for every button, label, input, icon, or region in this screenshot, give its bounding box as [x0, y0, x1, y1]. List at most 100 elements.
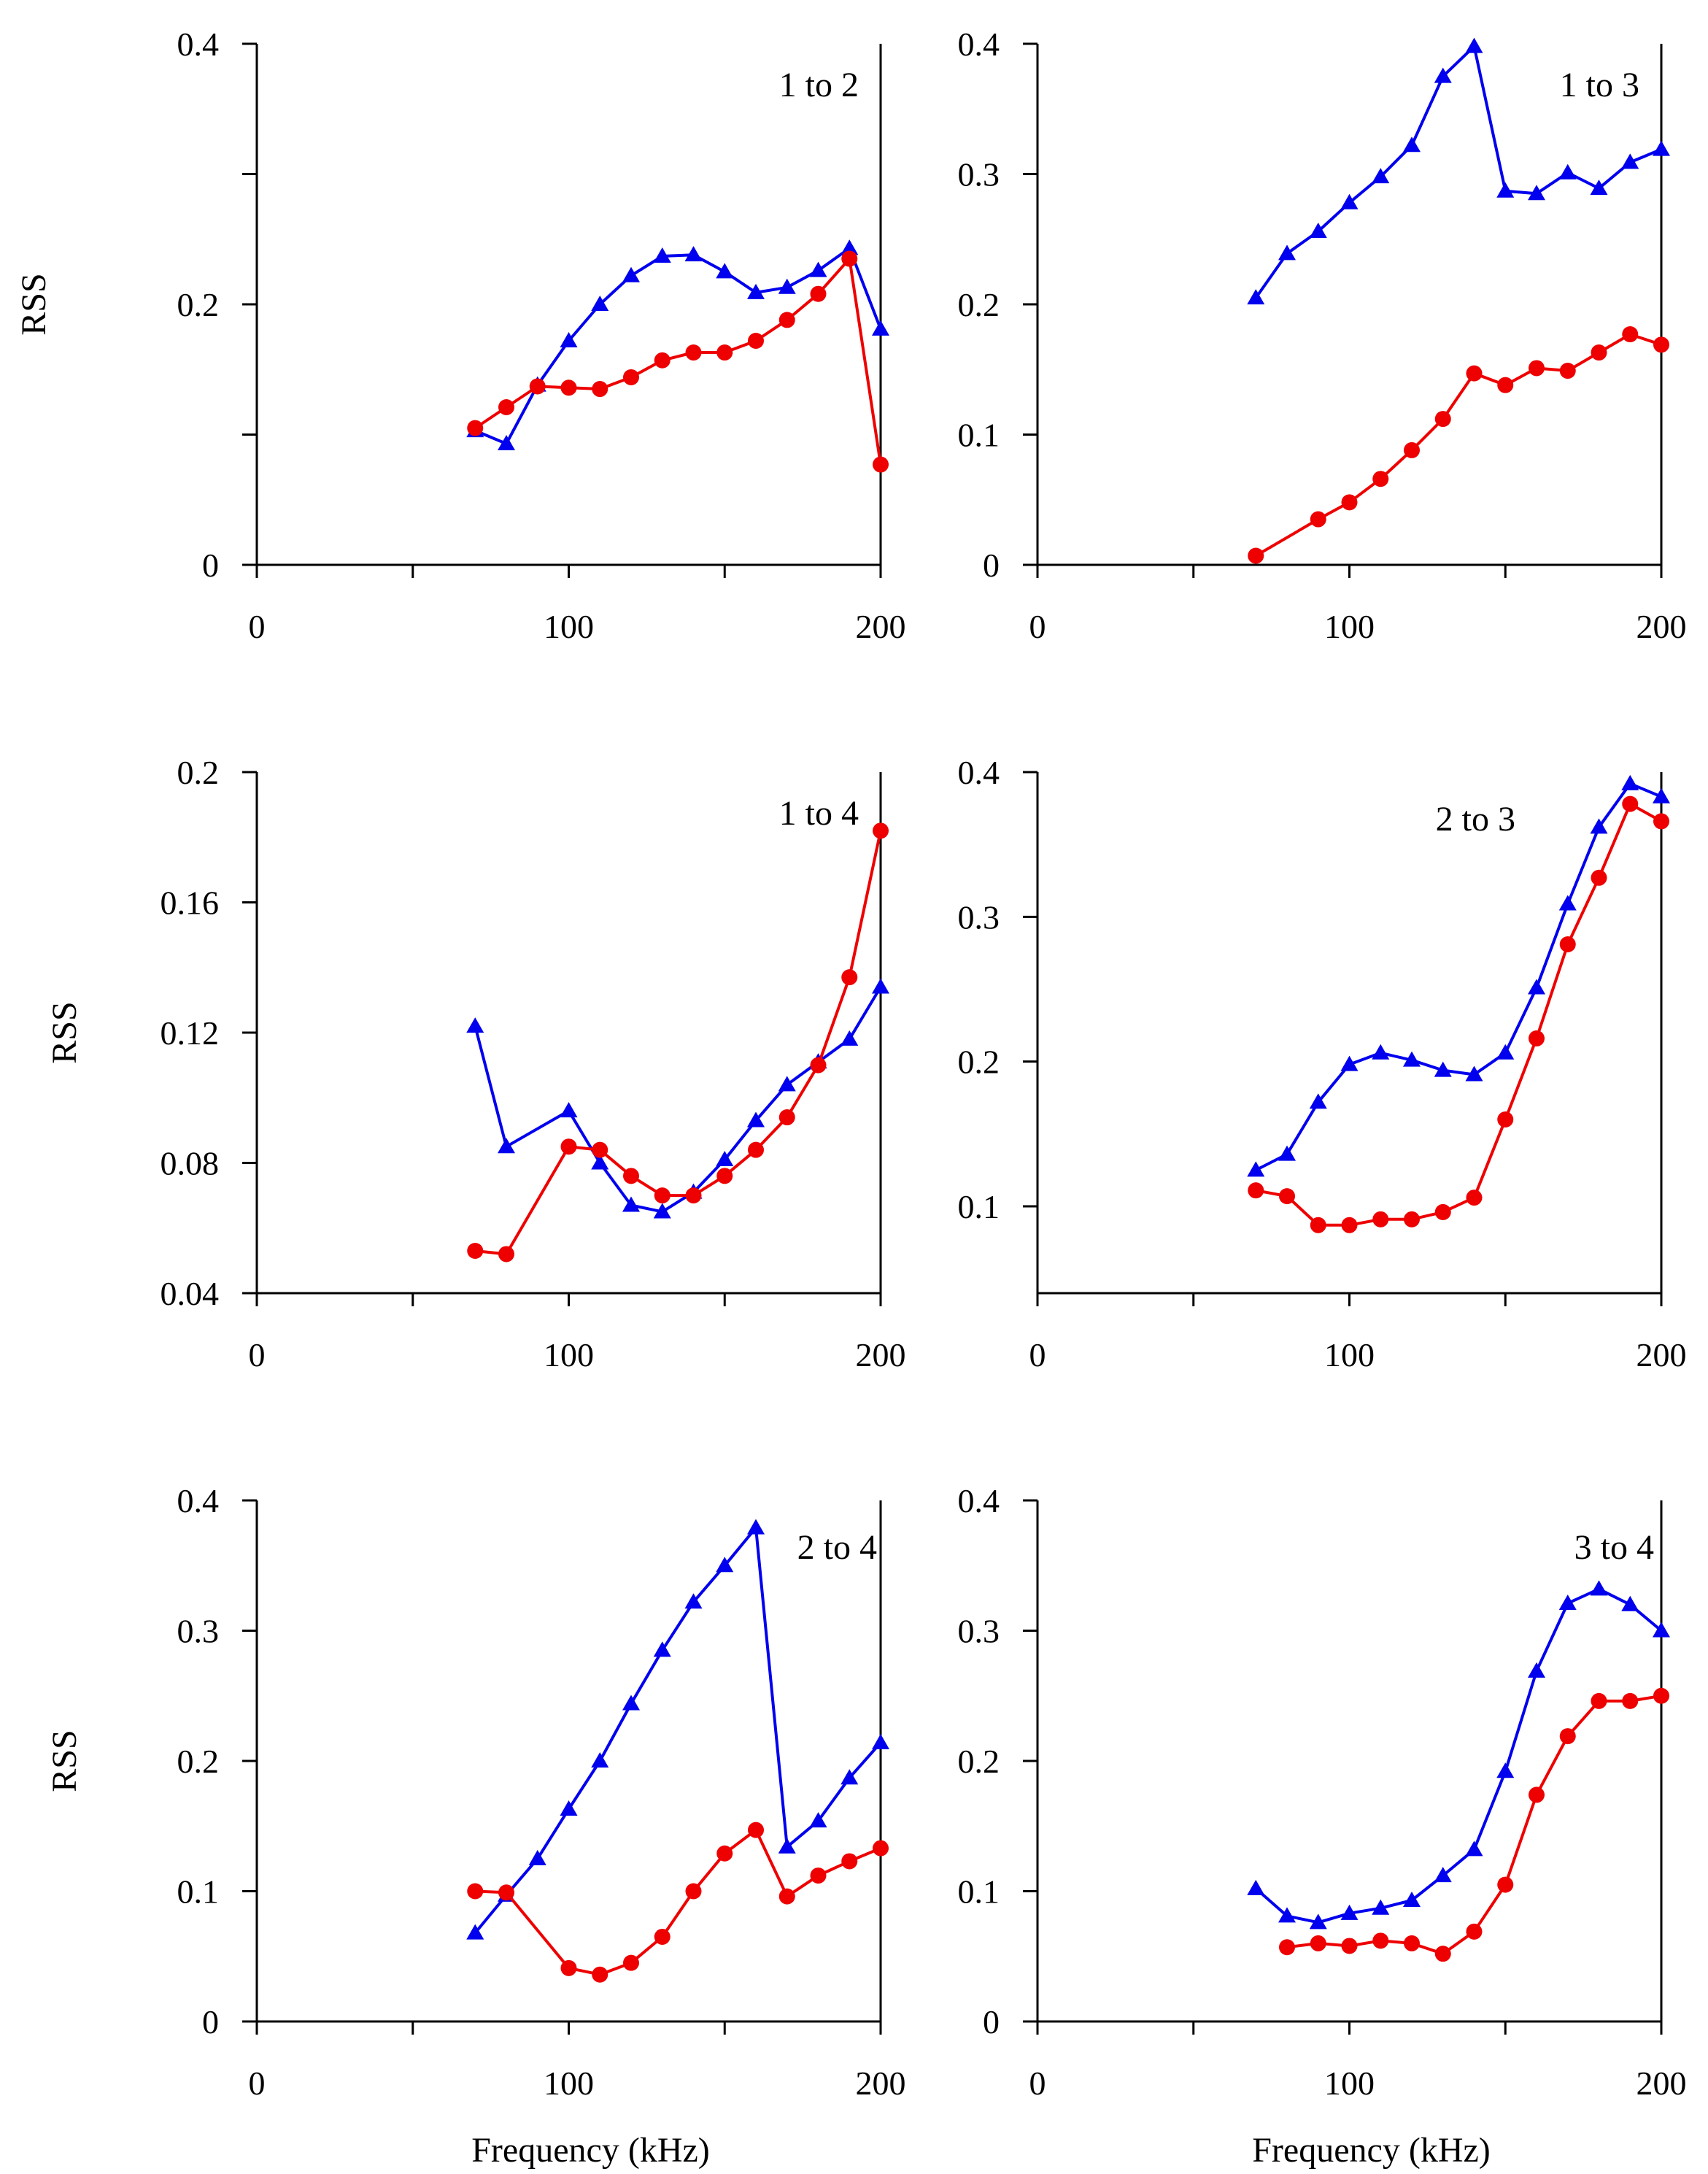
data-point-circle	[1622, 1692, 1639, 1709]
data-point-triangle	[591, 296, 609, 311]
data-point-triangle	[591, 1752, 609, 1768]
data-point-circle	[592, 381, 608, 398]
data-point-triangle	[653, 1641, 671, 1657]
data-point-circle	[592, 1141, 608, 1158]
x-tick-label: 100	[544, 2065, 594, 2102]
data-point-triangle	[1590, 180, 1608, 196]
data-point-triangle	[1465, 1840, 1483, 1857]
series-line-circle	[475, 830, 882, 1256]
data-point-triangle	[653, 1203, 671, 1219]
data-point-triangle	[1278, 1145, 1296, 1161]
data-point-triangle	[1465, 1065, 1483, 1082]
data-point-triangle	[622, 1196, 640, 1212]
data-point-triangle	[1309, 223, 1327, 239]
series-line-circle	[1255, 802, 1662, 1227]
data-point-circle	[1653, 813, 1669, 830]
x-tick-label: 0	[1029, 608, 1046, 645]
data-point-triangle	[778, 278, 796, 294]
data-point-triangle	[1558, 163, 1577, 180]
data-point-triangle	[560, 331, 578, 347]
data-point-circle	[810, 1057, 827, 1073]
data-point-circle	[873, 456, 889, 473]
data-point-triangle	[653, 247, 671, 263]
data-point-circle	[623, 369, 639, 385]
y-tick-label: 0.2	[177, 1743, 220, 1780]
series-line-triangle	[1254, 1587, 1663, 1924]
y-tick-label: 0.16	[161, 884, 220, 922]
data-point-triangle	[466, 1924, 484, 1940]
panel-label: 1 to 4	[779, 794, 859, 833]
y-tick-label: 0.1	[958, 1188, 1000, 1225]
data-point-circle	[1310, 511, 1326, 528]
y-tick-label: 0.3	[958, 1613, 1000, 1650]
chart-panel: 0 100 200 0 0.1 0.2 0.3 0.4 1 to 3	[958, 26, 1687, 645]
data-point-circle	[1404, 442, 1420, 458]
y-tick-label: 0.4	[958, 1482, 1000, 1519]
data-point-circle	[1497, 377, 1514, 393]
data-point-triangle	[1309, 1913, 1327, 1930]
y-tick-label: 0	[202, 2003, 219, 2040]
data-point-circle	[654, 1928, 671, 1945]
data-point-circle	[685, 1883, 702, 1900]
panel-label: 1 to 2	[779, 66, 859, 104]
data-point-circle	[841, 1853, 858, 1870]
data-point-circle	[841, 969, 858, 986]
y-axis-title: RSS	[15, 273, 53, 335]
y-tick-label: 0.4	[958, 754, 1000, 791]
data-point-circle	[748, 1822, 764, 1838]
data-point-triangle	[684, 246, 703, 262]
y-tick-label: 0	[983, 2003, 1000, 2040]
data-point-triangle	[1528, 979, 1545, 995]
data-point-circle	[1372, 1932, 1389, 1949]
y-tick-label: 0.3	[958, 898, 1000, 936]
data-point-triangle	[1403, 1051, 1421, 1067]
x-tick-label: 100	[544, 1336, 594, 1373]
data-point-circle	[778, 1109, 795, 1126]
data-point-circle	[873, 1840, 889, 1857]
series-line-triangle	[474, 986, 882, 1214]
y-tick-label: 0	[202, 547, 219, 584]
data-point-circle	[1341, 494, 1358, 511]
data-point-triangle	[778, 1076, 796, 1092]
data-point-circle	[1497, 1111, 1514, 1128]
x-tick-label: 0	[1029, 2065, 1046, 2102]
data-point-circle	[1310, 1217, 1326, 1233]
x-tick-label: 200	[856, 608, 906, 645]
y-tick-label: 0.4	[958, 26, 1000, 63]
data-point-triangle	[1278, 1907, 1296, 1923]
data-point-circle	[716, 1845, 733, 1862]
data-point-triangle	[1590, 818, 1608, 834]
chart-panel: 0 100 200 0 0.1 0.2 0.3 0.4 Frequency (kHz) 3 to …	[958, 1482, 1687, 2170]
series-line-triangle	[1255, 782, 1662, 1172]
data-point-triangle	[1621, 153, 1639, 169]
data-point-triangle	[716, 1557, 734, 1573]
data-point-triangle	[1340, 1904, 1359, 1920]
data-point-triangle	[622, 1695, 640, 1711]
data-point-triangle	[747, 1519, 765, 1535]
data-point-triangle	[591, 1154, 609, 1170]
y-tick-label: 0.4	[177, 26, 220, 63]
data-point-circle	[716, 344, 733, 361]
x-tick-label: 200	[856, 2065, 906, 2102]
data-point-circle	[1279, 1939, 1295, 1956]
x-tick-label: 100	[1324, 1336, 1375, 1373]
data-point-circle	[1434, 1946, 1451, 1962]
data-point-circle	[748, 332, 764, 349]
data-point-triangle	[528, 1849, 546, 1865]
data-point-circle	[1497, 1876, 1514, 1893]
data-point-triangle	[560, 1102, 578, 1118]
data-point-circle	[623, 1954, 639, 1971]
data-point-circle	[498, 1884, 514, 1901]
data-point-triangle	[1653, 787, 1670, 803]
data-point-triangle	[1496, 1044, 1515, 1060]
y-axis-title: RSS	[45, 1001, 84, 1063]
y-tick-label: 0.08	[161, 1145, 220, 1182]
data-point-circle	[1529, 1786, 1545, 1803]
data-point-circle	[467, 1883, 484, 1900]
data-point-triangle	[1372, 168, 1390, 184]
x-tick-label: 100	[1324, 608, 1375, 645]
data-point-triangle	[841, 1030, 859, 1046]
data-point-triangle	[560, 1800, 578, 1816]
data-point-triangle	[1621, 774, 1639, 790]
data-point-triangle	[778, 1838, 796, 1854]
